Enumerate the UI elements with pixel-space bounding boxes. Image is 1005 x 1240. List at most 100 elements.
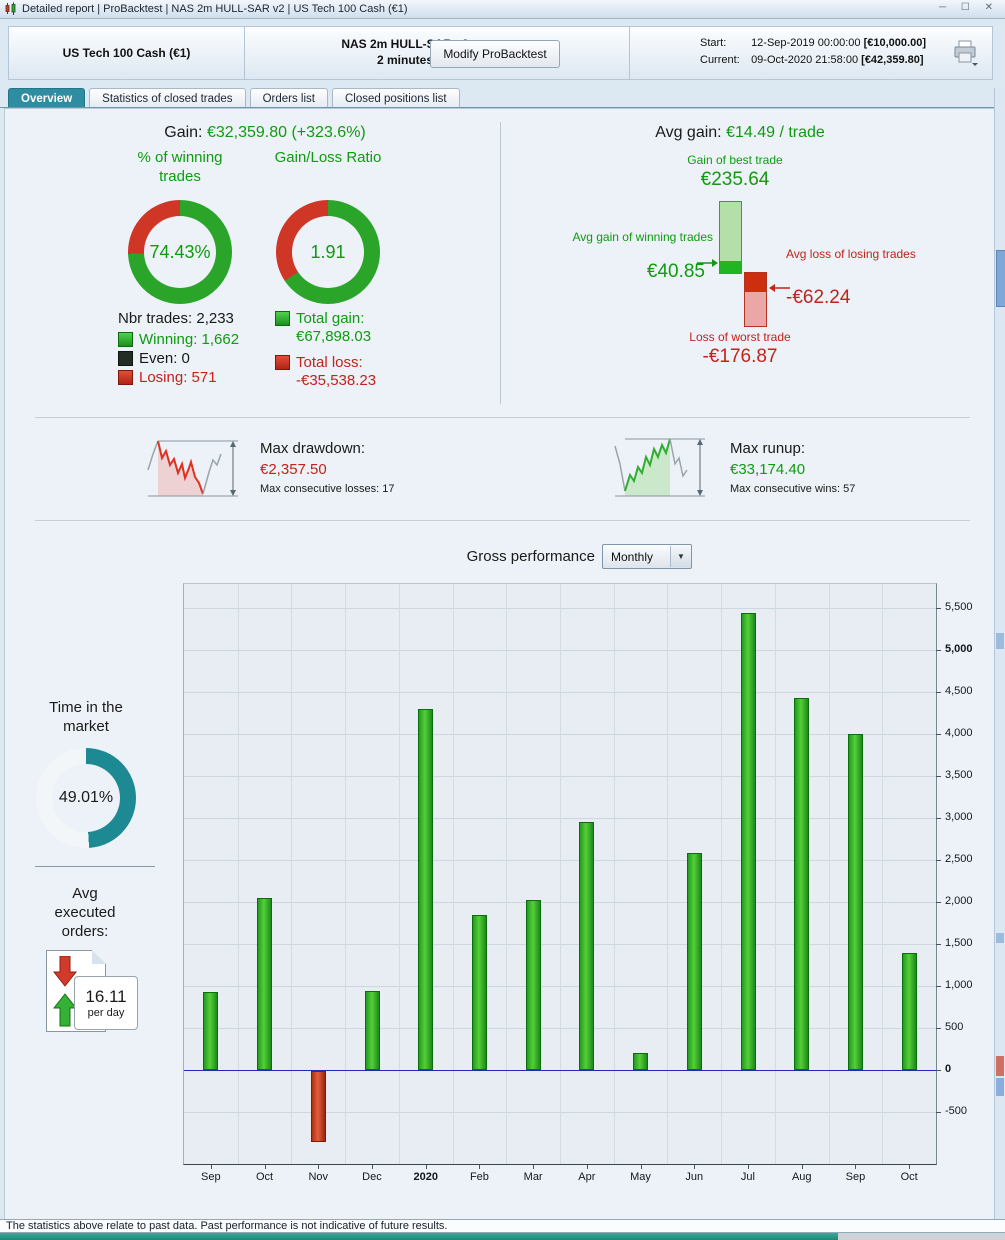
y-tick bbox=[936, 860, 941, 862]
gridline-v bbox=[882, 584, 884, 1164]
scrollbar-thumb[interactable] bbox=[996, 250, 1005, 307]
avg-loss-label: Avg loss of losing trades bbox=[786, 247, 916, 261]
gridline-v bbox=[560, 584, 561, 1164]
avg-loss-arrow-icon bbox=[769, 284, 790, 292]
interval-dropdown[interactable]: Monthly ▼ bbox=[602, 544, 692, 569]
y-tick-label: 1,500 bbox=[945, 937, 973, 950]
total-loss-value: -€35,538.23 bbox=[296, 372, 377, 389]
time-donut-hole: 49.01% bbox=[52, 764, 120, 832]
gross-performance-title: Gross performance bbox=[466, 548, 595, 565]
tab-orders-list[interactable]: Orders list bbox=[249, 88, 328, 108]
y-tick-label: 2,500 bbox=[945, 853, 973, 866]
tab-overview[interactable]: Overview bbox=[8, 88, 86, 108]
y-tick bbox=[936, 818, 941, 820]
best-trade-label: Gain of best trade bbox=[687, 153, 783, 167]
zero-line bbox=[184, 1070, 936, 1071]
total-loss-label: Total loss: bbox=[296, 354, 363, 371]
time-in-market-title: Time in the market bbox=[49, 699, 123, 735]
gridline-v bbox=[828, 584, 830, 1164]
current-row: Current: 09-Oct-2020 21:58:00 [€42,359.8… bbox=[700, 54, 924, 66]
chart-bar-May bbox=[633, 1053, 649, 1070]
avg-loss-segment bbox=[745, 273, 766, 292]
chart-bar-Feb bbox=[471, 914, 487, 1070]
chart-bar-Apr bbox=[579, 822, 595, 1070]
y-tick bbox=[936, 608, 941, 610]
x-label-Dec: Dec bbox=[362, 1171, 382, 1183]
max-drawdown-value: €2,357.50 bbox=[260, 461, 327, 478]
x-tick bbox=[479, 1165, 481, 1169]
x-tick bbox=[909, 1165, 911, 1169]
gridline-v bbox=[452, 584, 454, 1164]
avg-orders-box: 16.11 per day bbox=[74, 976, 138, 1030]
current-amount: [€42,359.80] bbox=[861, 54, 924, 66]
nbr-trades: Nbr trades: 2,233 bbox=[118, 310, 234, 327]
total-gain-row: Total gain: bbox=[275, 309, 376, 328]
ratio-donut-title: Gain/Loss Ratio bbox=[274, 149, 382, 166]
x-label-Jun: Jun bbox=[685, 1171, 704, 1183]
ratio-donut-value: 1.91 bbox=[310, 241, 346, 262]
y-tick bbox=[936, 1070, 941, 1071]
y-tick-label: 0 bbox=[945, 1063, 952, 1075]
max-drawdown-label: Max drawdown: bbox=[260, 440, 366, 457]
y-tick-label: 4,000 bbox=[945, 727, 973, 740]
disclaimer-text: The statistics above relate to past data… bbox=[6, 1220, 448, 1232]
x-label-Sep: Sep bbox=[845, 1171, 866, 1183]
interval-dropdown-value: Monthly bbox=[611, 549, 654, 564]
instrument-name: US Tech 100 Cash (€1) bbox=[62, 46, 191, 60]
chart-x-axis: Sep Oct Nov Dec 2020 Feb Mar Apr May Jun Jul Aug Sep… bbox=[184, 1165, 936, 1185]
tab-closed-positions[interactable]: Closed positions list bbox=[331, 88, 460, 108]
avg-gain-headline: Avg gain: €14.49 / trade bbox=[520, 124, 960, 142]
x-label-May: May bbox=[630, 1171, 651, 1183]
tab-statistics[interactable]: Statistics of closed trades bbox=[89, 88, 246, 108]
chart-bar-Sep bbox=[847, 734, 863, 1070]
page-fold-corner bbox=[92, 950, 106, 964]
bottom-strip-teal bbox=[0, 1233, 838, 1240]
max-consecutive-losses: Max consecutive losses: 17 bbox=[260, 483, 395, 495]
y-tick bbox=[936, 1028, 941, 1029]
system-cell: NAS 2m HULL-SAR v2 2 minutes Modify ProB… bbox=[245, 27, 630, 79]
worst-trade-label: Loss of worst trade bbox=[689, 330, 791, 344]
even-row: Even: 0 bbox=[118, 349, 239, 368]
dates-cell: Start: 12-Sep-2019 00:00:00 [€10,000.00]… bbox=[630, 27, 992, 79]
vertical-scrollbar[interactable] bbox=[994, 88, 1005, 1219]
left-column-divider bbox=[35, 866, 155, 867]
start-amount: [€10,000.00] bbox=[863, 37, 926, 49]
printer-icon[interactable] bbox=[952, 40, 978, 66]
chart-bar-Jul bbox=[740, 612, 756, 1070]
gain-value: €32,359.80 (+323.6%) bbox=[206, 124, 366, 141]
y-tick-label: 500 bbox=[945, 1021, 964, 1033]
x-tick bbox=[855, 1165, 857, 1169]
y-tick bbox=[936, 776, 941, 778]
x-tick bbox=[264, 1165, 266, 1169]
x-label-Oct: Oct bbox=[255, 1171, 274, 1183]
status-bar: The statistics above relate to past data… bbox=[0, 1219, 1005, 1233]
winning-donut-value: 74.43% bbox=[149, 241, 211, 262]
window-buttons[interactable]: ─ ☐ ✕ bbox=[939, 2, 999, 13]
report-header: US Tech 100 Cash (€1) NAS 2m HULL-SAR v2… bbox=[8, 26, 993, 80]
losing-square-icon bbox=[118, 370, 133, 385]
system-timeframe: 2 minutes bbox=[376, 53, 433, 67]
gain-headline: Gain: €32,359.80 (+323.6%) bbox=[30, 124, 500, 142]
modify-probacktest-button[interactable]: Modify ProBacktest bbox=[430, 40, 560, 68]
time-in-market-value: 49.01% bbox=[58, 789, 114, 806]
scrollbar-mark-4 bbox=[996, 1078, 1004, 1096]
x-label-Aug: Aug bbox=[791, 1171, 812, 1183]
current-label: Current: bbox=[700, 54, 740, 66]
start-datetime: 12-Sep-2019 00:00:00 bbox=[751, 37, 861, 49]
y-tick-label: 3,500 bbox=[945, 769, 973, 782]
x-tick bbox=[640, 1165, 642, 1169]
title-bar: Detailed report | ProBacktest | NAS 2m H… bbox=[0, 0, 1005, 19]
bottom-strip-gray bbox=[838, 1233, 1005, 1240]
gridline-v bbox=[613, 584, 615, 1164]
y-tick bbox=[936, 692, 941, 694]
trades-stats: Nbr trades: 2,233 Winning: 1,662 Even: 0… bbox=[118, 310, 239, 387]
drawdown-sparkline-icon bbox=[147, 440, 238, 497]
y-tick bbox=[936, 902, 941, 904]
gridline-v bbox=[774, 584, 776, 1164]
y-tick-label: 4,500 bbox=[945, 685, 973, 698]
total-gain-label: Total gain: bbox=[296, 310, 365, 327]
worst-trade-bar bbox=[744, 272, 767, 328]
x-tick bbox=[694, 1165, 696, 1169]
best-trade-value: €235.64 bbox=[700, 169, 770, 190]
y-tick-label: 1,000 bbox=[945, 979, 973, 992]
